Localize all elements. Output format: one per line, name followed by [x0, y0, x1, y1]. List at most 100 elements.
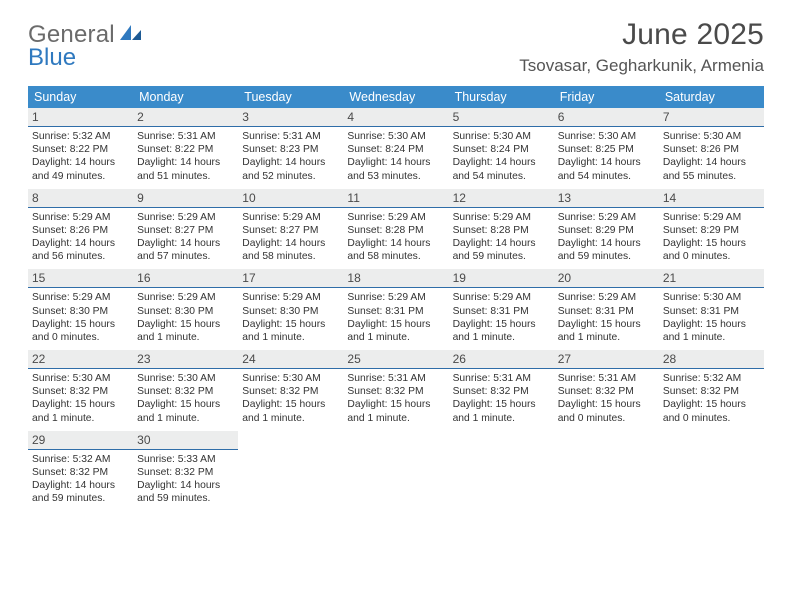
weekday-header: Wednesday — [343, 86, 448, 108]
daylight-line: Daylight: 14 hours and 59 minutes. — [453, 237, 550, 263]
brand-logo: General Blue — [28, 18, 143, 70]
calendar-day-cell: 1Sunrise: 5:32 AMSunset: 8:22 PMDaylight… — [28, 108, 133, 189]
daylight-line: Daylight: 14 hours and 53 minutes. — [347, 156, 444, 182]
daylight-line: Daylight: 14 hours and 54 minutes. — [453, 156, 550, 182]
day-number: 4 — [343, 108, 448, 127]
sunset-line: Sunset: 8:22 PM — [137, 143, 234, 156]
calendar-day-cell: 5Sunrise: 5:30 AMSunset: 8:24 PMDaylight… — [449, 108, 554, 189]
calendar-day-cell: 2Sunrise: 5:31 AMSunset: 8:22 PMDaylight… — [133, 108, 238, 189]
sunset-line: Sunset: 8:32 PM — [453, 385, 550, 398]
day-number: 30 — [133, 431, 238, 450]
sunset-line: Sunset: 8:31 PM — [558, 305, 655, 318]
calendar-day-cell — [449, 431, 554, 512]
sunset-line: Sunset: 8:31 PM — [453, 305, 550, 318]
sunrise-line: Sunrise: 5:31 AM — [242, 130, 339, 143]
sunset-line: Sunset: 8:26 PM — [32, 224, 129, 237]
calendar-day-cell: 27Sunrise: 5:31 AMSunset: 8:32 PMDayligh… — [554, 350, 659, 431]
daylight-line: Daylight: 15 hours and 1 minute. — [137, 318, 234, 344]
weekday-header: Friday — [554, 86, 659, 108]
sunset-line: Sunset: 8:30 PM — [242, 305, 339, 318]
brand-sail-icon — [119, 24, 143, 42]
day-number: 1 — [28, 108, 133, 127]
day-number: 23 — [133, 350, 238, 369]
day-number: 24 — [238, 350, 343, 369]
daylight-line: Daylight: 14 hours and 56 minutes. — [32, 237, 129, 263]
calendar-day-cell: 19Sunrise: 5:29 AMSunset: 8:31 PMDayligh… — [449, 269, 554, 350]
daylight-line: Daylight: 14 hours and 58 minutes. — [347, 237, 444, 263]
sunrise-line: Sunrise: 5:31 AM — [347, 372, 444, 385]
calendar-day-cell: 7Sunrise: 5:30 AMSunset: 8:26 PMDaylight… — [659, 108, 764, 189]
title-block: June 2025 Tsovasar, Gegharkunik, Armenia — [519, 18, 764, 76]
daylight-line: Daylight: 15 hours and 1 minute. — [347, 398, 444, 424]
sunset-line: Sunset: 8:29 PM — [558, 224, 655, 237]
daylight-line: Daylight: 14 hours and 54 minutes. — [558, 156, 655, 182]
sunrise-line: Sunrise: 5:29 AM — [558, 291, 655, 304]
sunrise-line: Sunrise: 5:29 AM — [558, 211, 655, 224]
calendar-day-cell — [238, 431, 343, 512]
day-number: 12 — [449, 189, 554, 208]
day-number: 29 — [28, 431, 133, 450]
calendar-day-cell: 29 Sunrise: 5:32 AMSunset: 8:32 PMDayligh… — [28, 431, 133, 512]
sunset-line: Sunset: 8:31 PM — [663, 305, 760, 318]
day-number: 9 — [133, 189, 238, 208]
header: General Blue June 2025 Tsovasar, Geghark… — [28, 18, 764, 76]
sunrise-line: Sunrise: 5:29 AM — [347, 211, 444, 224]
daylight-line: Daylight: 15 hours and 1 minute. — [242, 398, 339, 424]
daylight-line: Daylight: 14 hours and 52 minutes. — [242, 156, 339, 182]
daylight-line: Daylight: 15 hours and 1 minute. — [453, 398, 550, 424]
daylight-line: Daylight: 14 hours and 59 minutes. — [137, 479, 234, 505]
daylight-line: Daylight: 15 hours and 0 minutes. — [32, 318, 129, 344]
sunset-line: Sunset: 8:32 PM — [137, 385, 234, 398]
calendar-day-cell: 6Sunrise: 5:30 AMSunset: 8:25 PMDaylight… — [554, 108, 659, 189]
daylight-line: Daylight: 15 hours and 1 minute. — [453, 318, 550, 344]
calendar-day-cell: 20Sunrise: 5:29 AMSunset: 8:31 PMDayligh… — [554, 269, 659, 350]
sunset-line: Sunset: 8:25 PM — [558, 143, 655, 156]
calendar-day-cell: 18Sunrise: 5:29 AMSunset: 8:31 PMDayligh… — [343, 269, 448, 350]
sunrise-line: Sunrise: 5:30 AM — [32, 372, 129, 385]
daylight-line: Daylight: 14 hours and 58 minutes. — [242, 237, 339, 263]
day-number: 10 — [238, 189, 343, 208]
sunset-line: Sunset: 8:28 PM — [347, 224, 444, 237]
sunset-line: Sunset: 8:30 PM — [32, 305, 129, 318]
sunset-line: Sunset: 8:32 PM — [663, 385, 760, 398]
daylight-line: Daylight: 15 hours and 0 minutes. — [558, 398, 655, 424]
calendar-day-cell: 12Sunrise: 5:29 AMSunset: 8:28 PMDayligh… — [449, 189, 554, 270]
day-number: 15 — [28, 269, 133, 288]
calendar-day-cell: 4Sunrise: 5:30 AMSunset: 8:24 PMDaylight… — [343, 108, 448, 189]
daylight-line: Daylight: 15 hours and 1 minute. — [663, 318, 760, 344]
sunrise-line: Sunrise: 5:30 AM — [242, 372, 339, 385]
daylight-line: Daylight: 15 hours and 0 minutes. — [663, 237, 760, 263]
day-number: 16 — [133, 269, 238, 288]
day-number: 20 — [554, 269, 659, 288]
day-number: 5 — [449, 108, 554, 127]
sunset-line: Sunset: 8:32 PM — [347, 385, 444, 398]
calendar-day-cell: 3Sunrise: 5:31 AMSunset: 8:23 PMDaylight… — [238, 108, 343, 189]
page-title: June 2025 — [519, 18, 764, 52]
calendar-day-cell: 21Sunrise: 5:30 AMSunset: 8:31 PMDayligh… — [659, 269, 764, 350]
sunrise-line: Sunrise: 5:29 AM — [242, 211, 339, 224]
day-number: 25 — [343, 350, 448, 369]
calendar-day-cell: 30Sunrise: 5:33 AMSunset: 8:32 PMDayligh… — [133, 431, 238, 512]
daylight-line: Daylight: 14 hours and 49 minutes. — [32, 156, 129, 182]
daylight-line: Daylight: 14 hours and 59 minutes. — [32, 479, 129, 505]
calendar-day-cell: 17Sunrise: 5:29 AMSunset: 8:30 PMDayligh… — [238, 269, 343, 350]
sunset-line: Sunset: 8:29 PM — [663, 224, 760, 237]
location-label: Tsovasar, Gegharkunik, Armenia — [519, 56, 764, 76]
daylight-line: Daylight: 15 hours and 0 minutes. — [663, 398, 760, 424]
day-number: 27 — [554, 350, 659, 369]
calendar-day-cell: 11Sunrise: 5:29 AMSunset: 8:28 PMDayligh… — [343, 189, 448, 270]
sunset-line: Sunset: 8:24 PM — [347, 143, 444, 156]
sunrise-line: Sunrise: 5:32 AM — [32, 453, 129, 466]
calendar-body: 1 Sunrise: 5:32 AM Sunset: 8:22 PM Daylight… — [28, 108, 764, 511]
calendar-day-cell: 14Sunrise: 5:29 AMSunset: 8:29 PMDayligh… — [659, 189, 764, 270]
day-number: 21 — [659, 269, 764, 288]
sunrise-line: Sunrise: 5:33 AM — [137, 453, 234, 466]
sunrise-line: Sunrise: 5:29 AM — [137, 291, 234, 304]
day-number: 28 — [659, 350, 764, 369]
calendar-day-cell: 22Sunrise: 5:30 AMSunset: 8:32 PMDayligh… — [28, 350, 133, 431]
day-number: 17 — [238, 269, 343, 288]
calendar-day-cell — [659, 431, 764, 512]
sunset-line: Sunset: 8:32 PM — [32, 466, 129, 479]
daylight-line: Daylight: 15 hours and 1 minute. — [242, 318, 339, 344]
day-number: 3 — [238, 108, 343, 127]
